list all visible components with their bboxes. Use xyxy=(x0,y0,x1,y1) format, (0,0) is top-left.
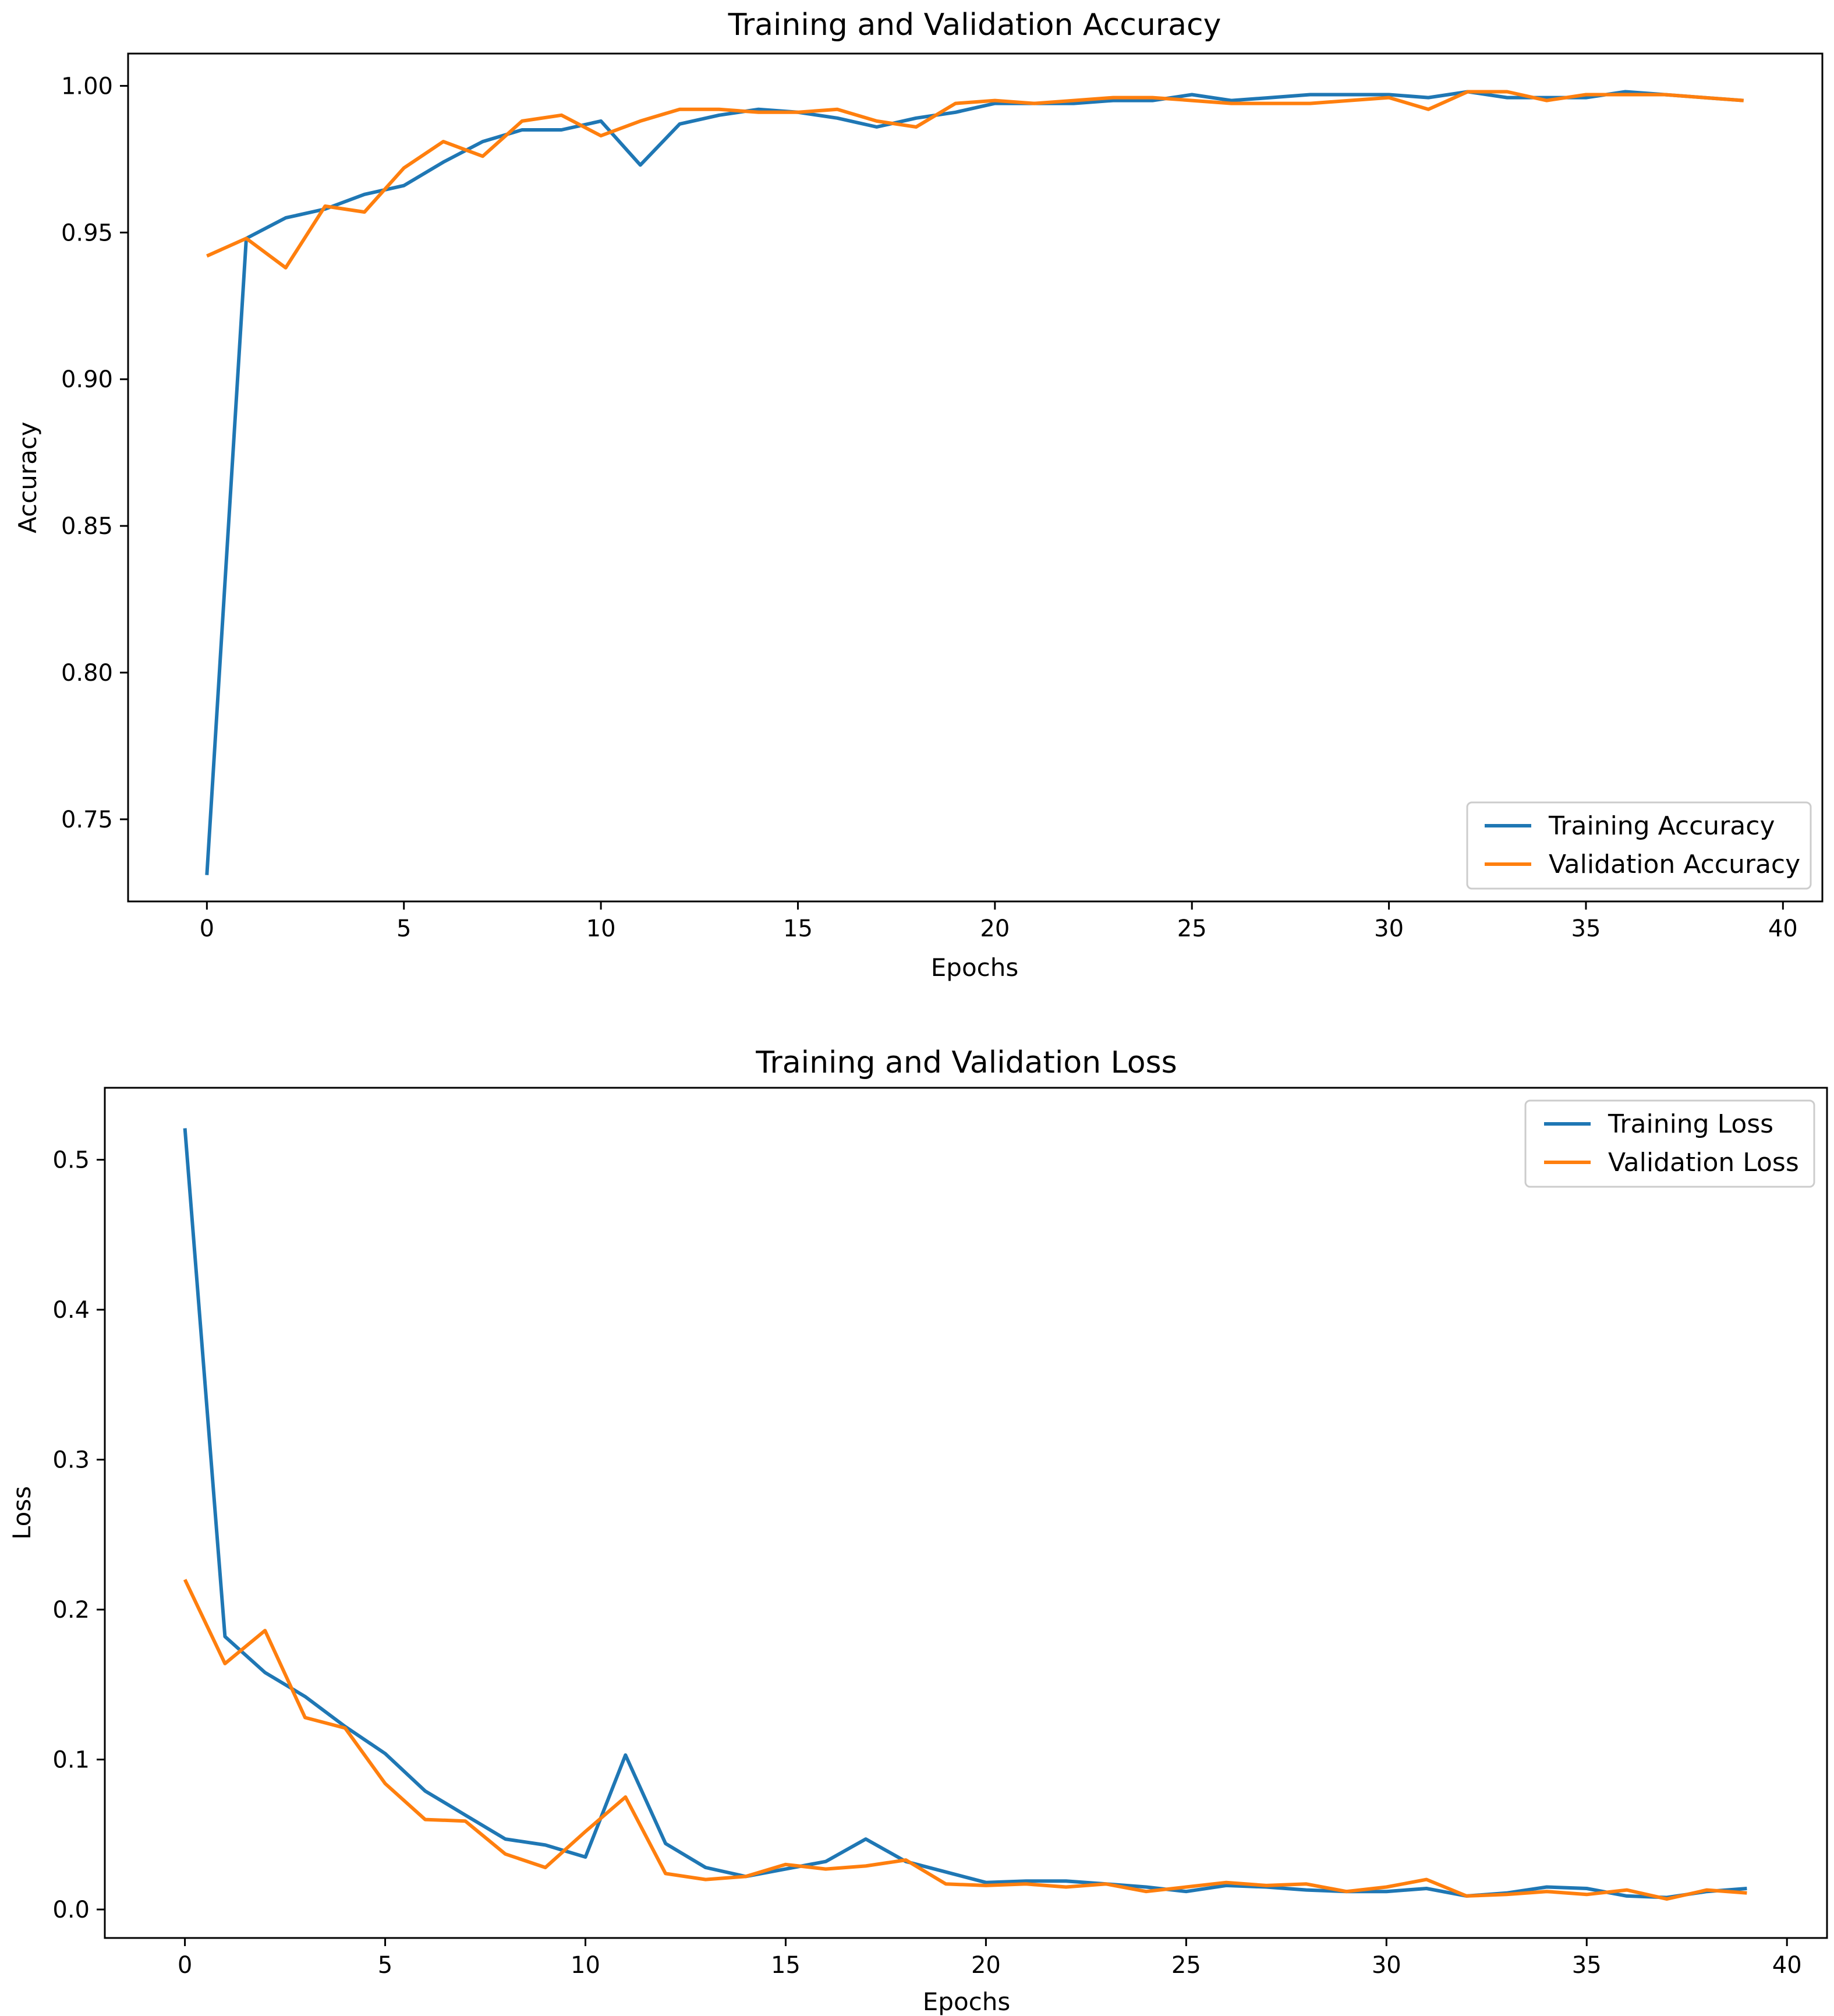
loss-chart-title: Training and Validation Loss xyxy=(755,1045,1177,1080)
loss-y-tick-label: 0.5 xyxy=(52,1147,90,1174)
accuracy-x-tick-label: 20 xyxy=(980,915,1010,942)
accuracy-y-tick-label: 0.95 xyxy=(61,220,113,246)
accuracy-x-tick-label: 0 xyxy=(200,915,214,942)
accuracy-y-tick-label: 0.80 xyxy=(61,660,113,687)
accuracy-legend-validation-label: Validation Accuracy xyxy=(1549,850,1800,879)
loss-x-ticks: 0 5 10 15 20 25 30 35 40 xyxy=(178,1938,1802,1979)
loss-x-tick-label: 0 xyxy=(178,1952,192,1979)
loss-chart: Training and Validation Loss 0 5 10 15 20 25 3… xyxy=(8,1045,1828,2016)
loss-y-tick-label: 0.3 xyxy=(52,1447,90,1474)
accuracy-legend: Training Accuracy Validation Accuracy xyxy=(1466,801,1812,890)
accuracy-plot-frame xyxy=(127,52,1824,903)
loss-x-tick-label: 25 xyxy=(1171,1952,1201,1979)
loss-validation-line xyxy=(183,1579,1747,1901)
accuracy-x-tick-label: 40 xyxy=(1768,915,1798,942)
loss-x-tick-label: 40 xyxy=(1772,1952,1802,1979)
loss-y-axis-label: Loss xyxy=(8,1486,36,1540)
loss-legend-box xyxy=(1524,1099,1815,1188)
accuracy-x-ticks: 0 5 10 15 20 25 30 35 40 xyxy=(200,901,1798,942)
accuracy-y-tick-label: 0.85 xyxy=(61,513,113,540)
accuracy-x-axis-label: Epochs xyxy=(931,953,1019,982)
accuracy-x-tick-label: 30 xyxy=(1374,915,1404,942)
accuracy-legend-box xyxy=(1466,801,1812,890)
loss-y-tick-label: 0.1 xyxy=(52,1747,90,1774)
accuracy-y-tick-label: 1.00 xyxy=(61,73,113,100)
accuracy-x-tick-label: 25 xyxy=(1177,915,1207,942)
loss-y-ticks: 0.0 0.1 0.2 0.3 0.4 0.5 xyxy=(52,1147,105,1923)
loss-series xyxy=(183,1128,1747,1901)
accuracy-legend-training-label: Training Accuracy xyxy=(1548,811,1775,841)
loss-legend-training-label: Training Loss xyxy=(1608,1109,1773,1139)
loss-x-tick-label: 15 xyxy=(771,1952,801,1979)
loss-x-tick-label: 30 xyxy=(1372,1952,1401,1979)
loss-legend-validation-label: Validation Loss xyxy=(1608,1148,1799,1177)
loss-x-tick-label: 5 xyxy=(378,1952,392,1979)
loss-x-tick-label: 10 xyxy=(571,1952,600,1979)
accuracy-validation-line xyxy=(206,90,1744,270)
loss-y-tick-label: 0.2 xyxy=(52,1597,90,1624)
loss-y-tick-label: 0.0 xyxy=(52,1897,90,1923)
accuracy-y-tick-label: 0.75 xyxy=(61,807,113,833)
loss-y-tick-label: 0.4 xyxy=(52,1297,90,1324)
accuracy-y-axis-label: Accuracy xyxy=(13,422,42,533)
accuracy-x-tick-label: 5 xyxy=(396,915,411,942)
accuracy-x-tick-label: 35 xyxy=(1571,915,1601,942)
loss-plot-frame xyxy=(104,1087,1828,1939)
accuracy-series xyxy=(205,90,1744,875)
accuracy-y-tick-label: 0.90 xyxy=(61,366,113,393)
accuracy-chart-title: Training and Validation Accuracy xyxy=(728,8,1222,43)
accuracy-y-ticks: 0.75 0.80 0.85 0.90 0.95 1.00 xyxy=(61,73,128,833)
accuracy-chart: Training and Validation Accuracy 0 5 10 15 2… xyxy=(13,8,1824,982)
loss-x-tick-label: 20 xyxy=(971,1952,1001,1979)
loss-x-axis-label: Epochs xyxy=(923,1987,1011,2016)
loss-legend: Training Loss Validation Loss xyxy=(1524,1099,1815,1188)
accuracy-x-tick-label: 15 xyxy=(783,915,813,942)
accuracy-training-line xyxy=(205,90,1744,875)
accuracy-x-tick-label: 10 xyxy=(586,915,616,942)
loss-x-tick-label: 35 xyxy=(1572,1952,1602,1979)
